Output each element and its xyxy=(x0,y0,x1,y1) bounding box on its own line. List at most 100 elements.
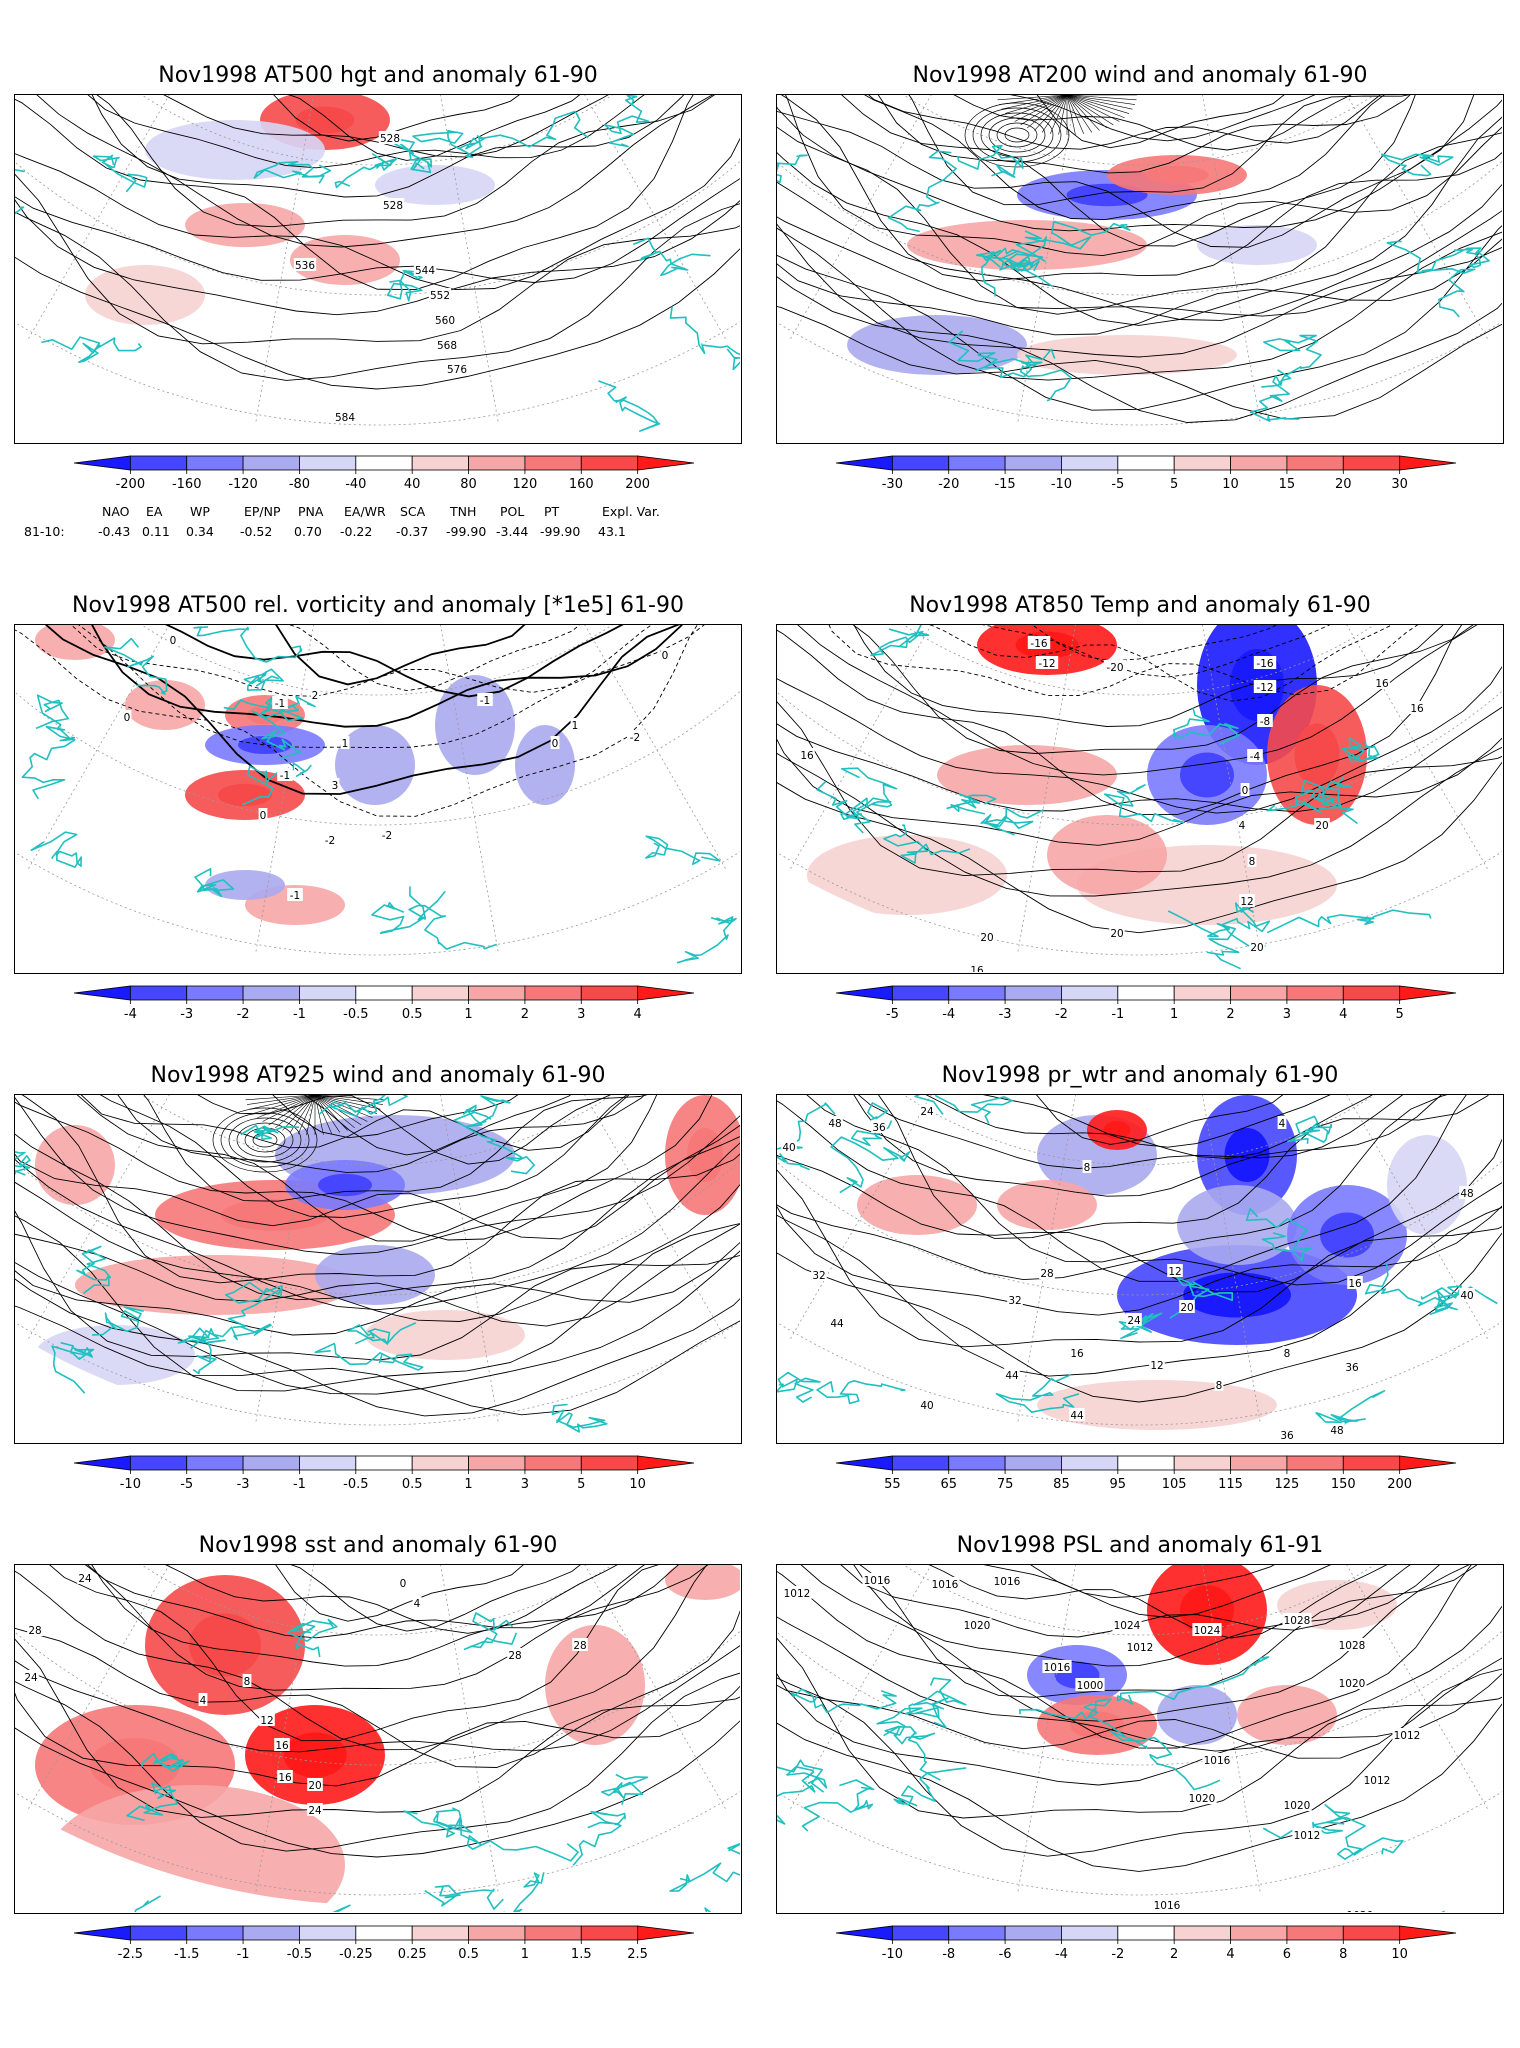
svg-text:32: 32 xyxy=(1008,1295,1021,1307)
colorbar-tick-label: -1 xyxy=(1111,1007,1124,1022)
map-panel-temp: Nov1998 AT850 Temp and anomaly 61-90 -16-… xyxy=(776,588,1504,1108)
colorbar-tick-label: 65 xyxy=(940,1477,957,1492)
contour-label: 48 xyxy=(827,1116,843,1130)
colorbar-swatch xyxy=(1231,986,1287,1000)
colorbar-swatch xyxy=(1061,456,1117,470)
colorbar-tick-label: -5 xyxy=(1111,477,1124,492)
svg-text:1020: 1020 xyxy=(1284,1800,1311,1812)
svg-text:0: 0 xyxy=(170,635,177,647)
colorbar-swatch xyxy=(130,986,186,1000)
colorbar-swatch xyxy=(949,1456,1005,1470)
colorbar-tick-label: 4 xyxy=(1339,1007,1347,1022)
panel-title: Nov1998 sst and anomaly 61-90 xyxy=(14,1528,742,1564)
svg-text:28: 28 xyxy=(1040,1268,1053,1280)
colorbar-swatch xyxy=(243,986,299,1000)
contour-label: 20 xyxy=(1109,926,1125,940)
colorbar-tick-label: 55 xyxy=(884,1477,901,1492)
svg-text:-2: -2 xyxy=(382,830,392,842)
colorbar-swatch xyxy=(356,1456,412,1470)
svg-text:1020: 1020 xyxy=(1347,1910,1374,1912)
colorbar-tick-label: 1 xyxy=(521,1947,529,1962)
colorbar-tick-label: -160 xyxy=(172,477,202,492)
svg-text:20: 20 xyxy=(1250,942,1263,954)
contour-label: 36 xyxy=(1279,1428,1295,1442)
colorbar-swatch xyxy=(356,456,412,470)
contour-label: 12 xyxy=(1167,1264,1183,1278)
map-plot: 528 528 536 544 552 560 568 576 584 xyxy=(15,95,740,442)
svg-text:1012: 1012 xyxy=(1364,1775,1391,1787)
contour-label: 4 xyxy=(1278,1116,1287,1130)
contour-label: 12 xyxy=(259,1713,275,1727)
svg-text:24: 24 xyxy=(1127,1315,1141,1327)
colorbar-swatch xyxy=(1061,1456,1117,1470)
contour-label: 20 xyxy=(979,930,995,944)
map-panel-sst: Nov1998 sst and anomaly 61-90 24 28 24 4 8 12 1… xyxy=(14,1528,742,2048)
svg-text:8: 8 xyxy=(244,1676,251,1688)
contour-label: -1 xyxy=(272,696,288,710)
colorbar-left-arrow xyxy=(74,1456,130,1470)
colorbar-swatch xyxy=(299,1926,355,1940)
contour-label: -1 xyxy=(477,693,493,707)
svg-text:20: 20 xyxy=(1180,1302,1193,1314)
svg-text:0: 0 xyxy=(1242,785,1249,797)
svg-text:1028: 1028 xyxy=(1339,1640,1366,1652)
svg-text:1012: 1012 xyxy=(784,1588,811,1600)
colorbar-tick-label: 120 xyxy=(512,477,537,492)
colorbar-tick-label: -3 xyxy=(237,1477,250,1492)
svg-text:16: 16 xyxy=(1375,678,1389,690)
colorbar-swatch xyxy=(892,1456,948,1470)
contour-label: 552 xyxy=(429,288,451,302)
svg-text:36: 36 xyxy=(1280,1430,1294,1442)
contour-label: 1012 xyxy=(1362,1773,1391,1787)
colorbar: -200 -160 -120 -80 -40 40 80 120 160 200 xyxy=(54,454,714,500)
contour-label: 16 xyxy=(969,963,985,972)
colorbar-swatch xyxy=(187,986,243,1000)
index-header: TNH xyxy=(450,504,476,519)
map-panel-wind: Nov1998 AT200 wind and anomaly 61-90 -30-… xyxy=(776,58,1504,578)
contour-label: 1028 xyxy=(1337,1638,1366,1652)
colorbar-tick-label: -1 xyxy=(293,1477,306,1492)
svg-text:44: 44 xyxy=(1005,1370,1019,1382)
colorbar-swatch xyxy=(525,1456,581,1470)
colorbar-tick-label: 105 xyxy=(1162,1477,1187,1492)
colorbar-tick-label: 5 xyxy=(577,1477,585,1492)
svg-text:0: 0 xyxy=(124,712,131,724)
colorbar-tick-label: 1 xyxy=(1170,1007,1178,1022)
contour-label: 32 xyxy=(1007,1293,1023,1307)
map-frame: 40 48 36 24 32 4 8 12 16 20 24 28 32 36 40 44 48 12 8 16 8 36… xyxy=(776,1094,1504,1444)
contour-label: 544 xyxy=(414,263,436,277)
index-header: EA xyxy=(146,504,162,519)
colorbar-swatch xyxy=(1287,1926,1343,1940)
colorbar-tick-label: 3 xyxy=(1283,1007,1291,1022)
contour-label: 24 xyxy=(1126,1313,1142,1327)
colorbar-swatch xyxy=(581,1456,637,1470)
contour-label: 1020 xyxy=(1187,1791,1216,1805)
contour-label: 12 xyxy=(1239,894,1255,908)
svg-text:1028: 1028 xyxy=(1284,1615,1311,1627)
contour-label: 1012 xyxy=(1292,1828,1321,1842)
map-panel-hgt: Nov1998 AT500 hgt and anomaly 61-90 528 52… xyxy=(14,58,742,578)
colorbar-swatch xyxy=(187,1926,243,1940)
colorbar-tick-label: -30 xyxy=(882,477,903,492)
contour-label: 36 xyxy=(871,1120,887,1134)
contour-label: 0 xyxy=(551,736,560,750)
svg-text:-1: -1 xyxy=(280,770,290,782)
contour-label: 0 xyxy=(399,1576,408,1590)
colorbar-swatch xyxy=(412,1456,468,1470)
index-value: -0.43 xyxy=(98,524,130,539)
contour-label: 0 xyxy=(259,808,268,822)
contour-label: 28 xyxy=(27,1623,43,1637)
contour-label: 48 xyxy=(1459,1186,1475,1200)
svg-text:1016: 1016 xyxy=(932,1579,959,1591)
contour-label: 16 xyxy=(1347,1276,1363,1290)
colorbar-tick-label: 15 xyxy=(1279,477,1296,492)
index-value: -0.52 xyxy=(240,524,272,539)
colorbar-swatch xyxy=(892,1926,948,1940)
svg-text:-16: -16 xyxy=(1030,638,1047,650)
index-value: -99.90 xyxy=(540,524,580,539)
colorbar-tick-label: -0.25 xyxy=(339,1947,373,1962)
svg-text:-12: -12 xyxy=(1038,658,1055,670)
colorbar-tick-label: -5 xyxy=(886,1007,899,1022)
colorbar-swatch xyxy=(949,456,1005,470)
colorbar-tick-label: -1 xyxy=(237,1947,250,1962)
